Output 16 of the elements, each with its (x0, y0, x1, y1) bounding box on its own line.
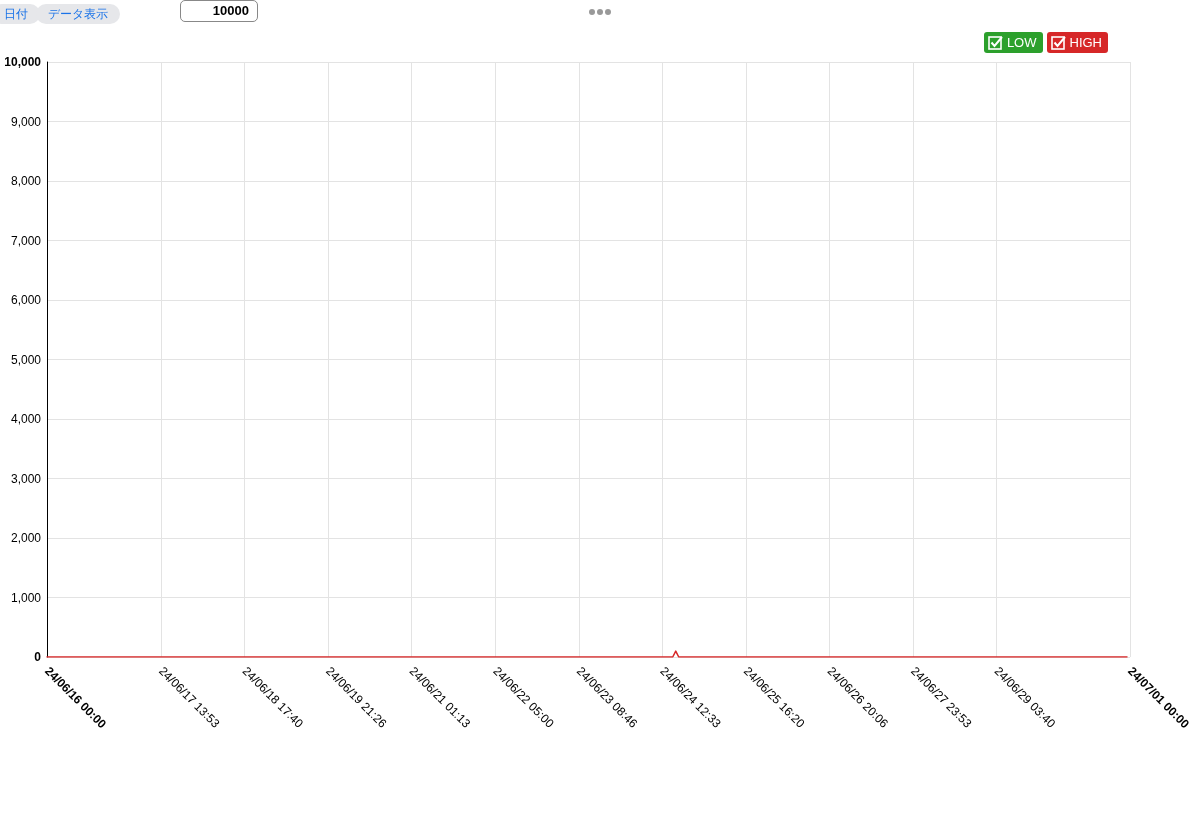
y-tick-label: 0 (34, 650, 42, 664)
legend-label: LOW (1006, 34, 1037, 52)
y-tick-label: 9,000 (10, 114, 42, 129)
text: 10000 (180, 0, 258, 22)
legend-label: HIGH (1069, 34, 1102, 52)
text: データ表示 (36, 4, 120, 24)
text: 日付 (0, 4, 40, 24)
y-tick-label: 1,000 (10, 590, 42, 605)
y-tick-label: 10,000 (4, 55, 42, 69)
y-tick-label: 8,000 (10, 174, 42, 188)
y-tick-label: 5,000 (10, 352, 42, 367)
y-tick-label: 3,000 (10, 471, 42, 486)
y-tick-label: 4,000 (10, 412, 42, 426)
y-tick-label: 2,000 (10, 531, 42, 545)
y-tick-label: 7,000 (10, 233, 42, 248)
y-tick-label: 6,000 (10, 293, 42, 307)
